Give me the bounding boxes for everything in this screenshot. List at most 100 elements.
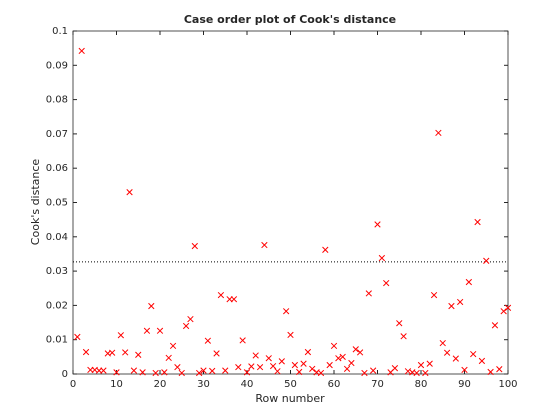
marker xyxy=(135,351,142,358)
x-tick-label: 100 xyxy=(498,379,517,390)
marker xyxy=(282,308,290,315)
marker xyxy=(169,342,177,350)
marker xyxy=(374,221,381,228)
y-tick-label: 0.07 xyxy=(46,129,68,140)
marker xyxy=(252,352,259,359)
marker xyxy=(117,332,125,339)
chart-title: Case order plot of Cook's distance xyxy=(184,13,396,26)
marker xyxy=(309,365,316,373)
x-tick-label: 30 xyxy=(197,379,210,390)
marker xyxy=(439,339,446,347)
marker xyxy=(113,369,120,376)
marker xyxy=(217,291,225,299)
marker xyxy=(452,355,459,362)
marker xyxy=(174,363,181,371)
marker xyxy=(369,367,377,374)
y-tick-label: 0.08 xyxy=(46,95,68,106)
marker xyxy=(182,322,190,330)
marker xyxy=(291,361,299,369)
y-tick-label: 0.01 xyxy=(46,335,68,346)
marker xyxy=(82,348,90,356)
marker xyxy=(426,360,433,367)
marker xyxy=(296,368,303,376)
axes-box xyxy=(72,30,509,375)
marker xyxy=(265,355,272,362)
marker xyxy=(465,278,473,286)
y-tick-label: 0.05 xyxy=(46,198,68,209)
marker xyxy=(361,369,368,377)
y-tick-label: 0 xyxy=(62,369,68,380)
marker xyxy=(165,354,172,362)
marker xyxy=(269,362,277,370)
marker xyxy=(322,246,329,253)
plot-area xyxy=(73,31,508,374)
marker xyxy=(330,342,338,350)
marker xyxy=(204,337,212,344)
marker xyxy=(448,302,455,310)
x-tick-label: 40 xyxy=(241,379,254,390)
marker xyxy=(478,357,486,365)
marker xyxy=(222,367,229,374)
marker xyxy=(126,189,133,196)
y-axis-label: Cook's distance xyxy=(29,159,42,246)
marker xyxy=(483,257,490,264)
marker xyxy=(470,350,477,358)
marker xyxy=(139,369,146,376)
y-tick-label: 0.02 xyxy=(46,300,68,311)
marker xyxy=(130,367,138,374)
x-tick-label: 20 xyxy=(154,379,167,390)
marker xyxy=(243,369,251,376)
marker xyxy=(248,363,255,370)
marker xyxy=(343,365,351,373)
marker xyxy=(148,302,155,310)
marker xyxy=(256,363,264,371)
y-tick-label: 0.04 xyxy=(46,232,68,243)
marker xyxy=(287,331,294,339)
marker xyxy=(78,47,85,55)
y-tick-label: 0.06 xyxy=(46,163,68,174)
marker xyxy=(391,365,399,372)
marker xyxy=(300,360,307,367)
marker xyxy=(352,346,359,353)
marker xyxy=(400,333,407,340)
marker xyxy=(348,359,355,367)
marker xyxy=(456,298,464,306)
marker xyxy=(335,355,342,362)
y-tick-label: 0.03 xyxy=(46,266,68,277)
marker xyxy=(261,241,268,249)
marker xyxy=(178,369,185,377)
marker xyxy=(274,368,281,375)
marker xyxy=(304,348,312,356)
marker xyxy=(317,369,325,377)
marker xyxy=(156,327,164,334)
y-tick-label: 0.1 xyxy=(52,26,68,37)
x-tick-label: 50 xyxy=(284,379,297,390)
x-tick-label: 60 xyxy=(328,379,341,390)
x-tick-label: 80 xyxy=(415,379,428,390)
marker xyxy=(461,366,468,374)
marker xyxy=(339,353,346,361)
marker xyxy=(474,218,481,226)
y-tick-label: 0.09 xyxy=(46,60,68,71)
marker xyxy=(430,291,438,299)
x-tick-label: 70 xyxy=(371,379,384,390)
marker xyxy=(230,296,238,303)
marker xyxy=(378,254,386,262)
marker xyxy=(187,315,194,323)
marker xyxy=(143,327,151,334)
marker xyxy=(100,367,107,374)
marker xyxy=(417,361,425,369)
marker xyxy=(383,279,390,287)
marker xyxy=(500,308,507,315)
marker xyxy=(200,367,207,374)
marker xyxy=(496,366,503,373)
x-tick-label: 0 xyxy=(70,379,76,390)
x-tick-label: 90 xyxy=(458,379,471,390)
marker xyxy=(191,242,198,250)
marker xyxy=(278,358,285,365)
marker xyxy=(443,349,451,356)
marker xyxy=(122,349,129,356)
marker xyxy=(435,129,442,137)
marker xyxy=(413,369,420,377)
